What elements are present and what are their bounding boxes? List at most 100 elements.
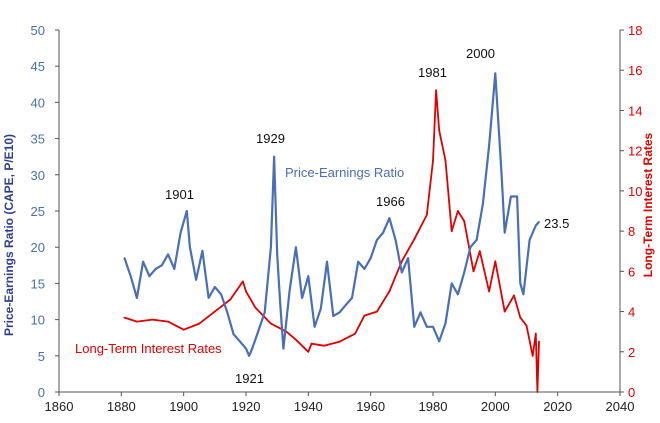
right-tick-label: 10 — [628, 184, 642, 199]
pe-point — [516, 195, 518, 198]
annotation-1929: 1929 — [256, 131, 285, 146]
left-tick-label: 50 — [31, 23, 45, 38]
pe-point — [344, 304, 347, 306]
left-tick-label: 0 — [38, 385, 45, 400]
pe-point — [251, 347, 254, 350]
plot-lines — [123, 72, 540, 393]
pe-point — [295, 246, 297, 249]
pe-point — [332, 315, 335, 317]
pe-point — [419, 311, 422, 314]
rate-point — [503, 310, 506, 313]
rate-point — [413, 238, 416, 241]
pe-point — [338, 311, 341, 314]
rate-point — [494, 260, 497, 263]
rate-point — [400, 260, 403, 263]
left-tick-label: 20 — [31, 240, 45, 255]
right-tick-label: 6 — [628, 264, 635, 279]
series-label-pe-ratio: Price-Earnings Ratio — [285, 165, 404, 180]
pe-point — [400, 271, 403, 274]
rate-point — [376, 310, 378, 313]
x-tick-label: 1860 — [45, 399, 74, 414]
rate-point — [519, 316, 522, 319]
left-tick-label: 15 — [31, 276, 45, 291]
pe-point — [220, 293, 223, 296]
annotation-2000: 2000 — [466, 46, 495, 61]
pe-point — [195, 278, 198, 281]
left-tick-label: 30 — [31, 168, 45, 183]
right-tick-label: 0 — [628, 385, 635, 400]
right-tick-label: 4 — [628, 305, 635, 320]
annotation-1966: 1966 — [376, 194, 405, 209]
rate-point — [167, 320, 170, 323]
pe-point — [357, 260, 360, 263]
pe-point — [270, 246, 272, 249]
pe-point — [438, 340, 441, 343]
pe-point — [475, 239, 478, 241]
rate-point — [538, 340, 540, 343]
rate-point — [354, 332, 356, 335]
pe-point — [469, 246, 472, 249]
left-axis-title: Price-Earnings Ratio (CAPE, P/E10) — [2, 134, 16, 336]
left-tick-label: 40 — [31, 95, 45, 110]
pe-point — [519, 282, 522, 285]
pe-point — [538, 221, 540, 223]
right-tick-label: 18 — [628, 23, 642, 38]
rate-point — [450, 230, 453, 233]
pe-point — [248, 354, 251, 357]
rate-point — [435, 89, 437, 92]
rate-point — [307, 350, 310, 353]
rate-point — [229, 298, 232, 301]
pe-point — [213, 286, 216, 288]
rate-point — [488, 290, 490, 293]
rate-point — [182, 328, 185, 331]
rate-point — [438, 129, 441, 132]
rate-point — [198, 322, 201, 325]
right-axis-title: Long-Term Interest Rates — [641, 132, 655, 277]
rate-point — [531, 354, 534, 357]
pe-point — [503, 231, 506, 234]
pe-point — [307, 275, 310, 278]
pe-point — [276, 253, 279, 256]
rate-point — [444, 159, 447, 162]
pe-point — [189, 246, 191, 249]
pe-point — [173, 268, 176, 270]
rate-point — [254, 306, 257, 309]
rate-point — [338, 340, 341, 343]
x-tick-label: 2020 — [543, 399, 572, 414]
x-tick-label: 2000 — [481, 399, 510, 414]
pe-point — [129, 275, 132, 278]
pe-point — [319, 307, 322, 310]
pe-point — [407, 257, 409, 259]
ticks: 0 5 10 15 20 25 30 35 40 45 50 0 2 4 6 8 10 12 14 16 18 1860 1… — [31, 23, 643, 414]
pe-point — [534, 224, 537, 227]
pe-point — [201, 249, 204, 252]
pe-point — [510, 195, 512, 198]
pe-point — [123, 257, 126, 259]
pe-point — [185, 210, 188, 212]
annotation-1921: 1921 — [235, 371, 264, 386]
series-line-interest-rates — [124, 89, 540, 393]
x-tick-label: 1980 — [419, 399, 448, 414]
right-tick-label: 8 — [628, 224, 635, 239]
right-tick-label: 16 — [628, 63, 642, 78]
pe-point — [425, 325, 428, 328]
x-tick-label: 1880 — [107, 399, 136, 414]
pe-point — [522, 293, 525, 296]
pe-point — [238, 340, 241, 343]
rate-point — [213, 310, 216, 313]
pe-point — [288, 289, 291, 292]
x-tick-label: 2040 — [606, 399, 635, 414]
left-tick-label: 25 — [31, 204, 45, 219]
pe-point — [207, 297, 210, 299]
left-tick-label: 35 — [31, 132, 45, 147]
rate-point — [242, 280, 244, 283]
pe-point — [528, 239, 531, 241]
pe-point — [413, 325, 416, 328]
pe-point — [394, 239, 397, 241]
rate-point — [363, 314, 366, 317]
rate-point — [123, 316, 126, 319]
rate-point — [478, 250, 481, 253]
x-tick-label: 1960 — [356, 399, 385, 414]
